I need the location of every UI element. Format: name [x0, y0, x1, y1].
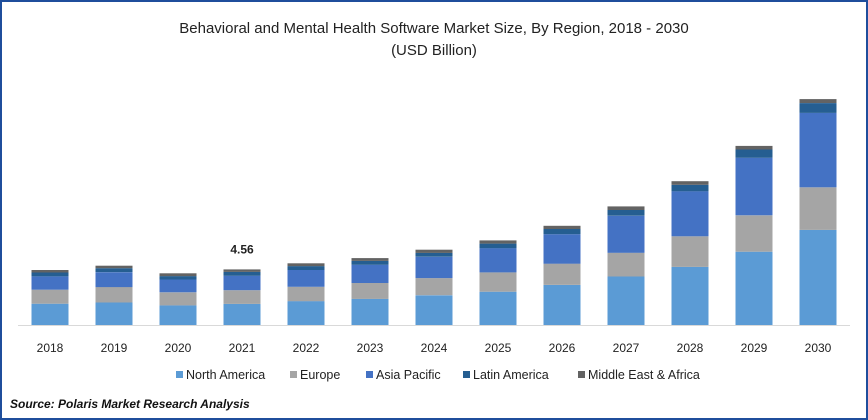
bar-middle-east-africa-2024	[415, 249, 453, 253]
bar-latin-america-2022	[287, 266, 325, 270]
bar-latin-america-2030	[799, 103, 837, 113]
bar-north-america-2028	[671, 266, 709, 325]
bar-middle-east-africa-2029	[735, 145, 773, 150]
legend: North America Europe Asia Pacific Latin Ame…	[176, 368, 700, 382]
bar-asia-pacific-2023	[351, 264, 389, 283]
bar-asia-pacific-2024	[415, 256, 453, 279]
x-tick-label: 2027	[613, 341, 640, 355]
bar-middle-east-africa-2025	[479, 240, 517, 244]
legend-label-latin-america: Latin America	[473, 368, 549, 382]
bar-europe-2024	[415, 278, 453, 296]
data-label-2021: 4.56	[230, 242, 254, 256]
bar-europe-2019	[95, 287, 133, 303]
bar-north-america-2019	[95, 302, 133, 325]
x-tick-label: 2026	[549, 341, 576, 355]
legend-swatch-latin-america	[463, 371, 470, 378]
bar-europe-2023	[351, 283, 389, 299]
bar-latin-america-2018	[31, 272, 69, 277]
bar-latin-america-2027	[607, 209, 645, 216]
legend-swatch-north-america	[176, 371, 183, 378]
bar-latin-america-2019	[95, 268, 133, 273]
bar-middle-east-africa-2030	[799, 99, 837, 103]
bar-group	[31, 99, 837, 325]
bar-north-america-2021	[223, 303, 261, 325]
legend-label-europe: Europe	[300, 368, 340, 382]
bar-middle-east-africa-2020	[159, 273, 197, 277]
bar-asia-pacific-2027	[607, 215, 645, 253]
bar-latin-america-2020	[159, 276, 197, 280]
bar-asia-pacific-2025	[479, 248, 517, 273]
bar-europe-2029	[735, 215, 773, 252]
bar-middle-east-africa-2027	[607, 206, 645, 210]
bar-latin-america-2028	[671, 184, 709, 192]
legend-swatch-asia-pacific	[366, 371, 373, 378]
bar-north-america-2018	[31, 303, 69, 325]
bar-europe-2022	[287, 286, 325, 302]
bar-asia-pacific-2028	[671, 191, 709, 237]
bar-asia-pacific-2030	[799, 112, 837, 188]
bar-north-america-2020	[159, 305, 197, 325]
bar-north-america-2030	[799, 229, 837, 325]
legend-label-middle-east-africa: Middle East & Africa	[588, 368, 700, 382]
bar-asia-pacific-2022	[287, 270, 325, 287]
bar-asia-pacific-2029	[735, 157, 773, 216]
annotations: 4.56	[230, 242, 254, 256]
bar-europe-2027	[607, 252, 645, 277]
x-tick-label: 2021	[229, 341, 256, 355]
bar-asia-pacific-2020	[159, 279, 197, 293]
x-tick-label: 2022	[293, 341, 320, 355]
source-note: Source: Polaris Market Research Analysis	[10, 397, 250, 411]
chart-subtitle: (USD Billion)	[391, 42, 477, 59]
x-axis: 2018 2019 2020 2021 2022 2023 2024 2025 2026 2027…	[18, 325, 850, 355]
bar-north-america-2029	[735, 251, 773, 325]
x-tick-label: 2018	[37, 341, 64, 355]
bar-europe-2021	[223, 290, 261, 304]
bar-middle-east-africa-2026	[543, 225, 581, 229]
bar-asia-pacific-2021	[223, 275, 261, 291]
x-tick-label: 2028	[677, 341, 704, 355]
bar-latin-america-2021	[223, 271, 261, 276]
bar-north-america-2025	[479, 291, 517, 325]
x-tick-label: 2025	[485, 341, 512, 355]
bar-europe-2026	[543, 263, 581, 285]
bar-asia-pacific-2026	[543, 234, 581, 264]
legend-label-asia-pacific: Asia Pacific	[376, 368, 441, 382]
x-tick-label: 2023	[357, 341, 384, 355]
bar-middle-east-africa-2028	[671, 181, 709, 185]
legend-swatch-middle-east-africa	[578, 371, 585, 378]
bar-europe-2028	[671, 236, 709, 267]
chart-title: Behavioral and Mental Health Software Ma…	[179, 20, 688, 37]
legend-label-north-america: North America	[186, 368, 265, 382]
bar-latin-america-2025	[479, 243, 517, 249]
legend-swatch-europe	[290, 371, 297, 378]
bar-north-america-2024	[415, 295, 453, 325]
x-tick-label: 2029	[741, 341, 768, 355]
bar-asia-pacific-2018	[31, 276, 69, 290]
bar-middle-east-africa-2023	[351, 258, 389, 261]
x-tick-label: 2019	[101, 341, 128, 355]
bar-latin-america-2029	[735, 149, 773, 158]
bar-north-america-2022	[287, 301, 325, 325]
bar-latin-america-2024	[415, 252, 453, 257]
bar-europe-2030	[799, 187, 837, 230]
bar-middle-east-africa-2019	[95, 265, 133, 269]
bar-middle-east-africa-2022	[287, 263, 325, 267]
bar-latin-america-2023	[351, 260, 389, 265]
bar-latin-america-2026	[543, 229, 581, 235]
bar-asia-pacific-2019	[95, 272, 133, 288]
bar-europe-2025	[479, 272, 517, 292]
bar-europe-2018	[31, 289, 69, 304]
bar-middle-east-africa-2018	[31, 270, 69, 273]
x-tick-label: 2024	[421, 341, 448, 355]
x-tick-label: 2020	[165, 341, 192, 355]
x-tick-label: 2030	[805, 341, 832, 355]
bar-north-america-2027	[607, 276, 645, 325]
bar-north-america-2023	[351, 298, 389, 325]
bar-north-america-2026	[543, 285, 581, 325]
bar-middle-east-africa-2021	[223, 269, 261, 272]
bar-europe-2020	[159, 292, 197, 306]
